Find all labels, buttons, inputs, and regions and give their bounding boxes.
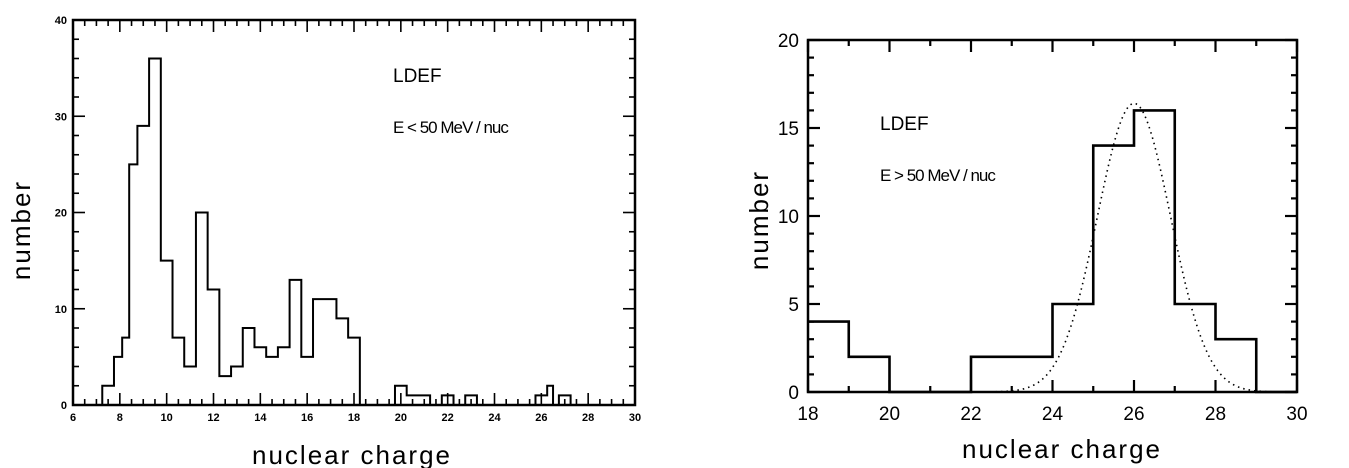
right-x-tick-label: 28 [1205, 404, 1226, 425]
left-y-tick-label: 0 [61, 400, 67, 412]
right-y-tick-label: 0 [788, 383, 799, 404]
annotation-energy-left: E < 50 MeV / nuc [393, 118, 509, 137]
right-y-tick-label: 5 [788, 295, 799, 316]
annotation-ldef-left: LDEF [393, 66, 442, 87]
plot-frame-left [71, 18, 637, 407]
left-y-tick-label: 30 [55, 111, 67, 123]
right-x-tick-label: 20 [879, 404, 900, 425]
gaussian-fit-curve [995, 102, 1291, 393]
right-y-tick-label: 20 [778, 31, 799, 52]
right-x-tick-label: 26 [1123, 404, 1144, 425]
left-x-tick-label: 8 [117, 412, 123, 424]
x-axis-label-right: nuclear charge [962, 434, 1162, 464]
left-x-tick-label: 12 [207, 412, 219, 424]
left-x-tick-label: 6 [70, 412, 76, 424]
right-x-tick-label: 30 [1286, 404, 1307, 425]
left-x-tick-label: 20 [395, 412, 407, 424]
y-axis-label-left: number [6, 180, 36, 280]
left-y-tick-label: 40 [55, 15, 67, 27]
left-x-tick-label: 10 [161, 412, 173, 424]
right-x-tick-label: 24 [1042, 404, 1064, 425]
left-axis-ticks [72, 19, 636, 406]
annotation-ldef-right: LDEF [880, 114, 929, 135]
left-x-tick-label: 14 [254, 412, 267, 424]
right-y-tick-label: 15 [778, 119, 799, 140]
left-x-tick-label: 18 [348, 412, 360, 424]
left-x-tick-label: 22 [442, 412, 454, 424]
histogram-right [808, 109, 1297, 394]
left-x-tick-label: 28 [582, 412, 594, 424]
left-tick-labels: 6 8 10 12 14 16 18 20 22 24 26 28 30 0 10 20 30 40 [55, 15, 641, 424]
chart-left: 6 8 10 12 14 16 18 20 22 24 26 28 30 0 10 20 30 40 LDEF E… [6, 15, 641, 468]
x-axis-label-left: nuclear charge [252, 440, 452, 468]
chart-right: 18 20 22 24 26 28 30 0 5 10 15 20 LDEF E > 50 MeV /… [744, 31, 1308, 464]
annotation-energy-right: E > 50 MeV / nuc [880, 166, 996, 185]
left-x-tick-label: 24 [488, 412, 501, 424]
y-axis-label-right: number [744, 170, 774, 270]
histogram-left [96, 57, 635, 406]
right-tick-labels: 18 20 22 24 26 28 30 0 5 10 15 20 [778, 31, 1308, 425]
left-x-tick-label: 26 [535, 412, 547, 424]
left-y-tick-label: 10 [55, 304, 67, 316]
right-x-tick-label: 22 [960, 404, 981, 425]
left-x-tick-label: 16 [301, 412, 313, 424]
right-x-tick-label: 18 [797, 404, 818, 425]
left-y-tick-label: 20 [55, 208, 67, 220]
right-y-tick-label: 10 [778, 207, 799, 228]
left-x-tick-label: 30 [629, 412, 641, 424]
